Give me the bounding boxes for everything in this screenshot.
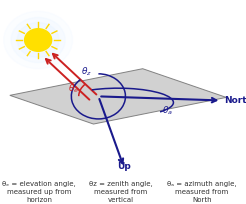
Circle shape xyxy=(11,18,65,63)
Text: Up: Up xyxy=(117,161,131,170)
Text: θₑ = elevation angle,
measured up from
horizon: θₑ = elevation angle, measured up from h… xyxy=(2,181,76,202)
Circle shape xyxy=(17,23,59,58)
Text: $\theta_a$: $\theta_a$ xyxy=(162,104,173,116)
Polygon shape xyxy=(10,69,226,124)
Text: North: North xyxy=(224,95,246,104)
Text: $\theta_z$: $\theta_z$ xyxy=(81,65,92,77)
Circle shape xyxy=(25,30,52,52)
Circle shape xyxy=(4,12,73,69)
Text: $\theta_e$: $\theta_e$ xyxy=(68,82,79,95)
Text: θₐ = azimuth angle,
measured from
North: θₐ = azimuth angle, measured from North xyxy=(167,181,237,202)
Text: θz = zenith angle,
measured from
vertical: θz = zenith angle, measured from vertica… xyxy=(89,181,152,202)
